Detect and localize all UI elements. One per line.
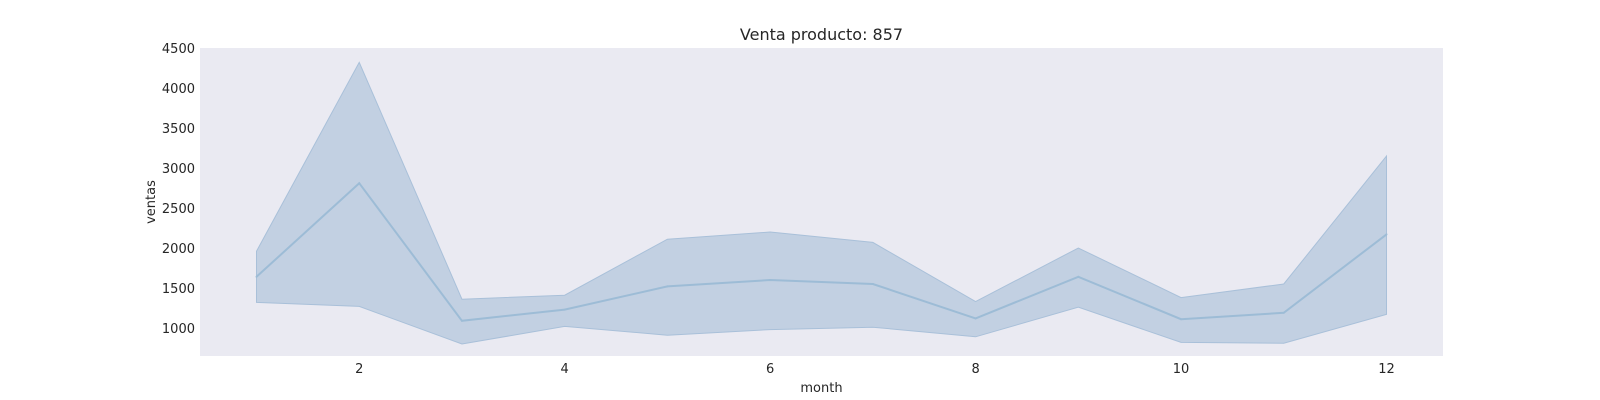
y-tick-label: 2500 [162,202,195,217]
y-tick-label: 1500 [162,282,195,297]
data-point [358,182,361,185]
x-tick-label: 2 [355,362,363,377]
x-axis-label: month [800,381,842,396]
confidence-band-layer [256,61,1387,345]
series-line [255,181,1388,322]
x-tick-label: 8 [971,362,979,377]
data-point [871,283,874,285]
x-tick-label: 6 [766,362,774,377]
x-axis-ticks: 2 4 6 8 10 12 [355,362,1395,377]
y-tick-label: 2000 [162,242,195,257]
x-tick-label: 4 [561,362,569,377]
y-tick-label: 1000 [162,322,195,337]
y-tick-label: 3500 [162,122,195,137]
data-point [974,317,977,320]
data-point [769,279,772,281]
data-point [563,308,566,311]
y-tick-label: 4500 [162,42,195,57]
y-axis-ticks: 1000 1500 2000 2500 3000 3500 4000 4500 [162,42,195,337]
data-point [1282,311,1285,314]
data-point [666,285,669,288]
data-point [255,275,258,278]
confidence-band [256,61,1387,345]
y-axis-label: ventas [144,180,159,224]
x-tick-label: 12 [1378,362,1395,377]
x-tick-label: 10 [1173,362,1190,377]
data-point [1077,275,1080,278]
chart-title: Venta producto: 857 [740,25,903,44]
data-point [460,319,463,322]
series-line-layer [255,181,1388,322]
y-tick-label: 3000 [162,162,195,177]
data-point [1180,318,1183,321]
y-tick-label: 4000 [162,82,195,97]
data-point [1385,233,1388,236]
